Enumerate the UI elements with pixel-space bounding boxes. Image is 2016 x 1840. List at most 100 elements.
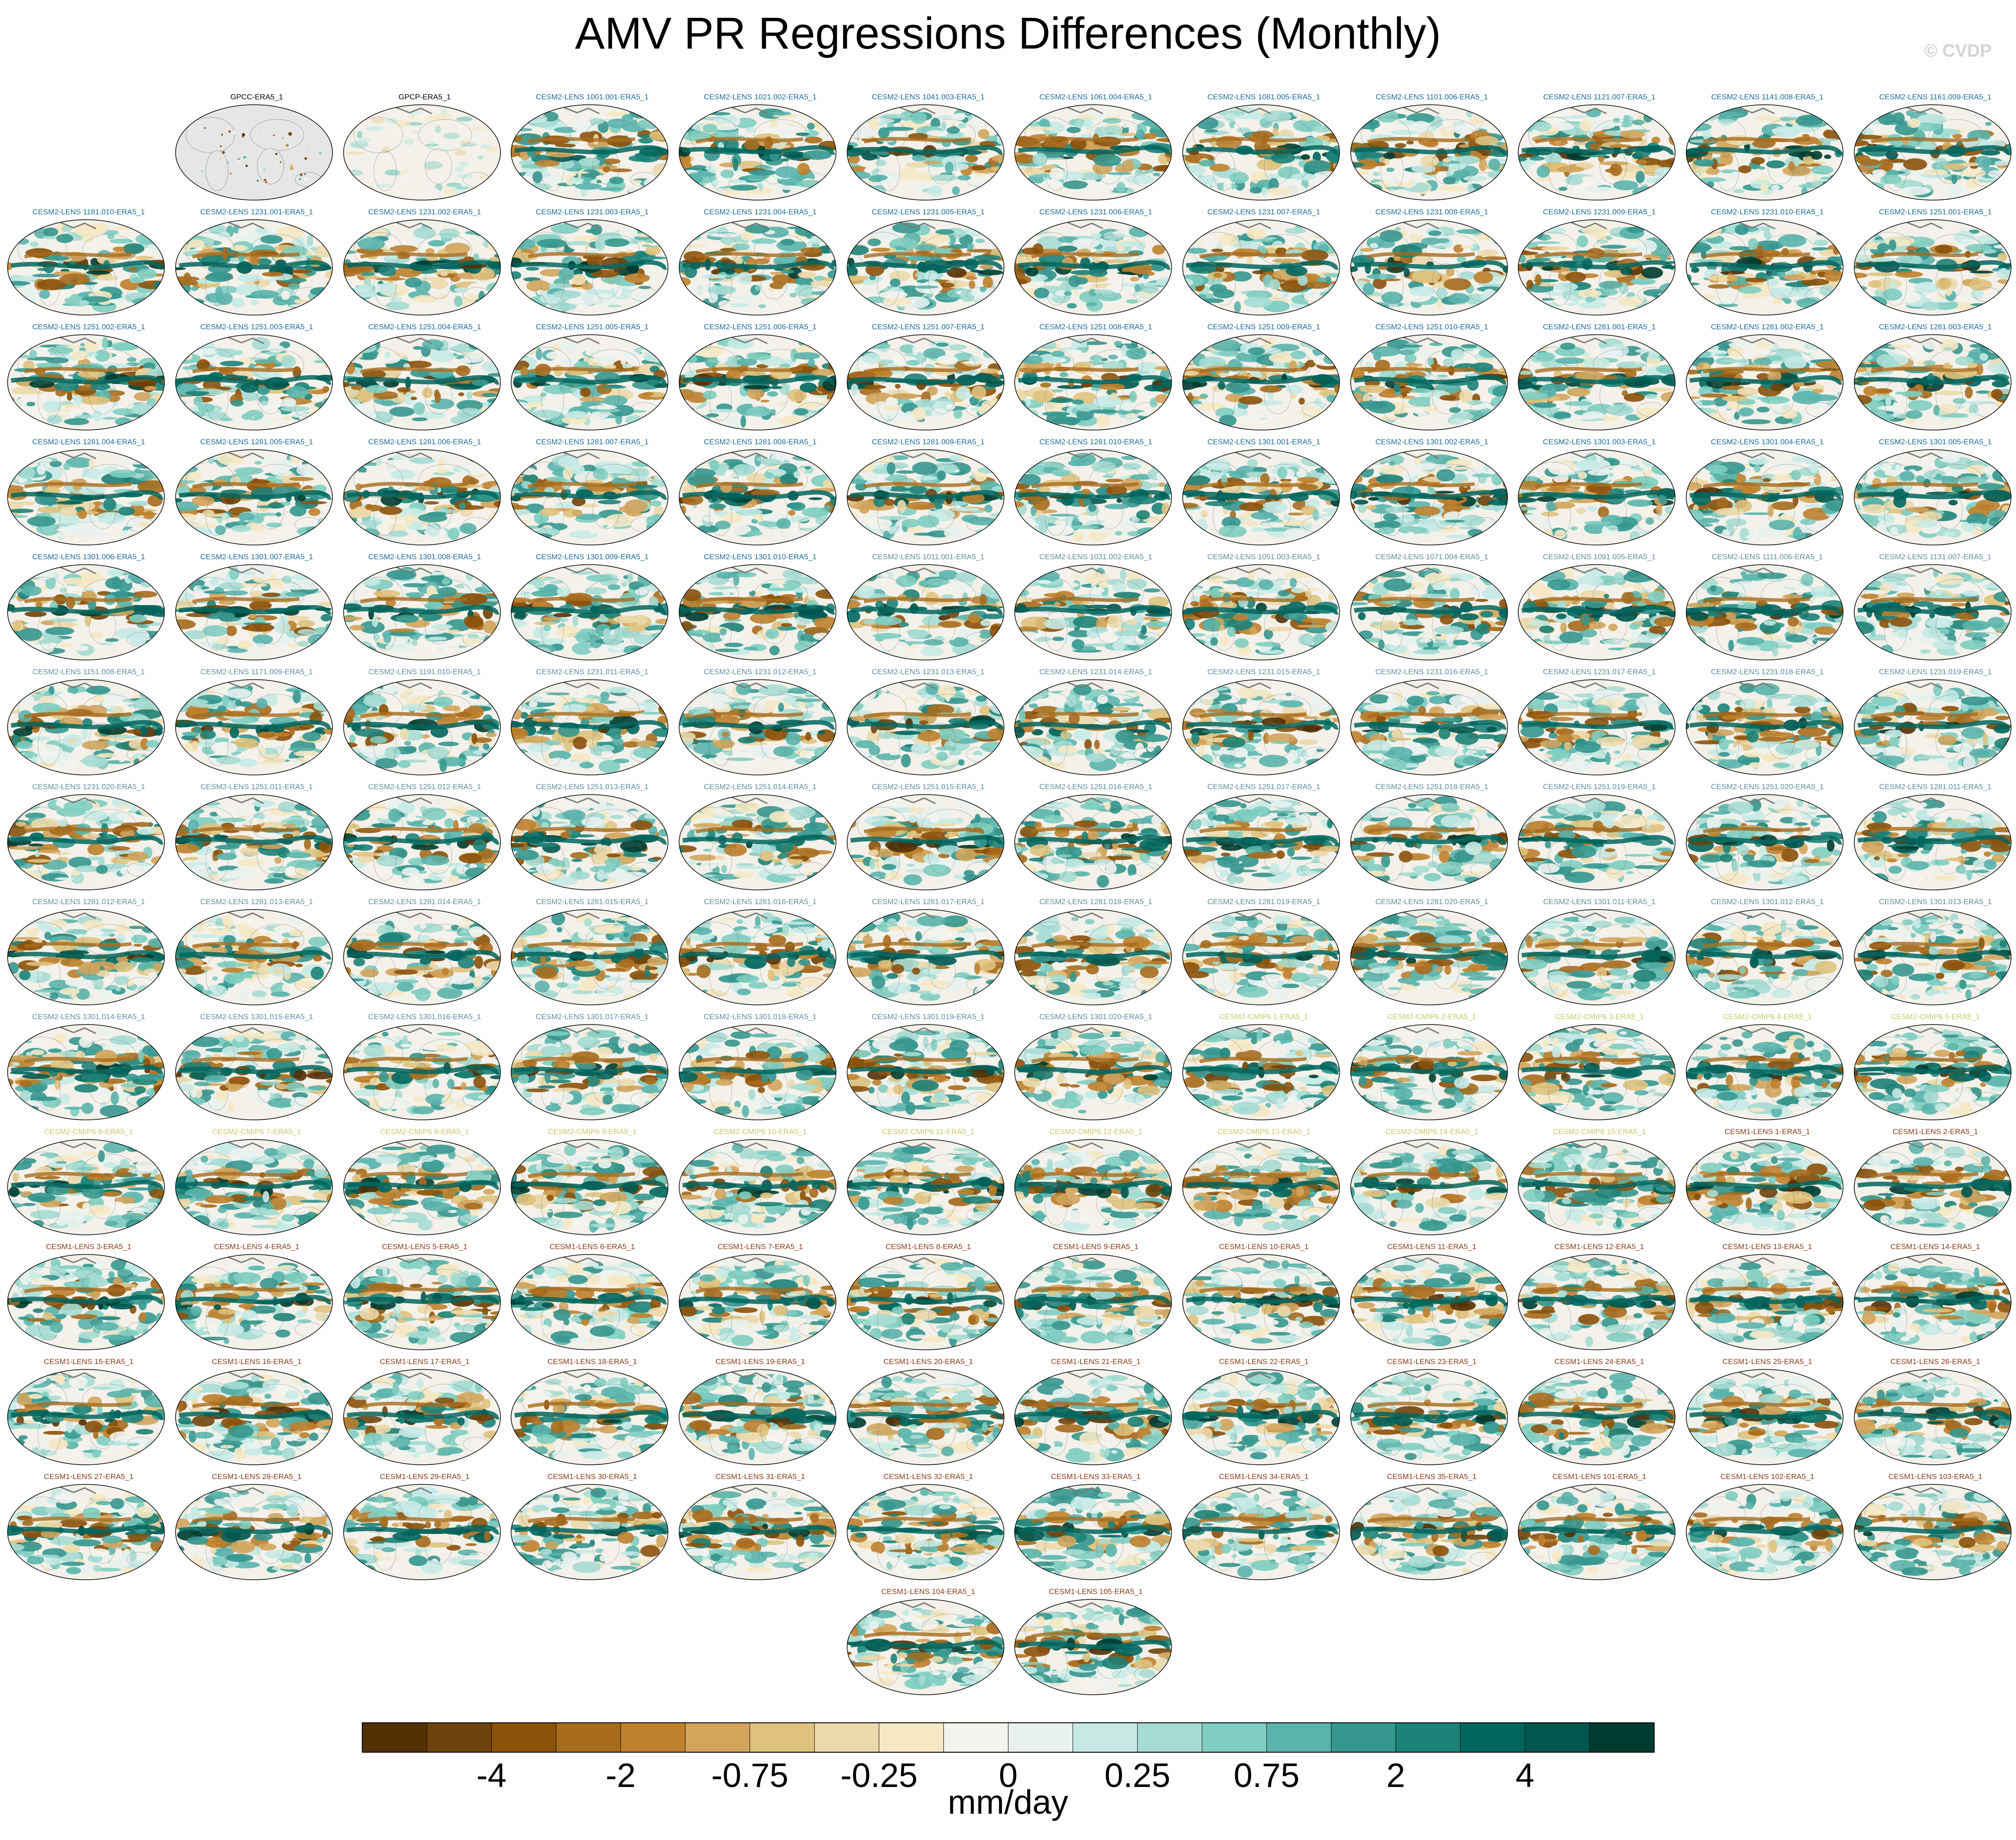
map-panel: CESM2-LENS 1231.012-ERA5_1 xyxy=(678,666,842,781)
panel-title: CESM2-LENS 1251.012-ERA5_1 xyxy=(343,781,507,793)
panel-title: CESM1-LENS 1-ERA5_1 xyxy=(1685,1126,1849,1138)
map-panel: CESM2-LENS 1281.005-ERA5_1 xyxy=(175,436,339,551)
global-map xyxy=(1686,1369,1844,1465)
panel-title: CESM2-LENS 1141.008-ERA5_1 xyxy=(1685,91,1849,103)
global-map xyxy=(343,679,501,775)
panel-title: CESM2-LENS 1281.016-ERA5_1 xyxy=(678,896,842,908)
colorbar-tick-label: -2 xyxy=(606,1757,636,1795)
map-panel: CESM2-LENS 1251.019-ERA5_1 xyxy=(1517,781,1681,896)
colorbar-tick-label: -4 xyxy=(476,1757,507,1795)
panel-title: CESM2-LENS 1301.015-ERA5_1 xyxy=(175,1011,339,1023)
panel-title: CESM2-LENS 1011.001-ERA5_1 xyxy=(846,551,1010,563)
map-panel: GPCP-ERA5_1 xyxy=(343,91,507,206)
map-panel: CESM2-LENS 1231.019-ERA5_1 xyxy=(1853,666,2016,781)
global-map xyxy=(1518,679,1676,775)
global-map xyxy=(343,909,501,1005)
panel-title: CESM1-LENS 19-ERA5_1 xyxy=(678,1356,842,1368)
global-map xyxy=(511,794,668,890)
global-map xyxy=(847,1599,1004,1695)
map-panel: CESM1-LENS 9-ERA5_1 xyxy=(1014,1241,1178,1356)
map-panel: CESM2-LENS 1231.009-ERA5_1 xyxy=(1517,206,1681,321)
global-map xyxy=(1854,1254,2012,1350)
map-panel: CESM2-LENS 1301.002-ERA5_1 xyxy=(1350,436,1514,551)
global-map xyxy=(1350,1369,1508,1465)
map-panel: CESM2-CMIP6 2-ERA5_1 xyxy=(1350,1011,1514,1126)
panel-title: CESM1-LENS 18-ERA5_1 xyxy=(510,1356,674,1368)
global-map xyxy=(1686,564,1844,660)
panel-title: CESM2-LENS 1231.009-ERA5_1 xyxy=(1517,206,1681,218)
global-map xyxy=(511,219,668,316)
global-map xyxy=(679,564,836,660)
map-panel: CESM2-CMIP6 14-ERA5_1 xyxy=(1350,1126,1514,1241)
global-map xyxy=(511,1139,668,1235)
global-map xyxy=(1014,1369,1172,1465)
global-map xyxy=(847,564,1004,660)
panel-title: CESM2-LENS 1301.003-ERA5_1 xyxy=(1517,436,1681,448)
panel-title: CESM2-LENS 1301.002-ERA5_1 xyxy=(1350,436,1514,448)
map-panel: CESM2-LENS 1281.003-ERA5_1 xyxy=(1853,321,2016,436)
global-map xyxy=(847,1484,1004,1580)
map-panel: CESM2-LENS 1281.007-ERA5_1 xyxy=(510,436,674,551)
global-map xyxy=(1182,564,1340,660)
global-map xyxy=(343,1139,501,1235)
panel-title: CESM2-LENS 1251.018-ERA5_1 xyxy=(1350,781,1514,793)
panel-title: CESM2-LENS 1231.015-ERA5_1 xyxy=(1182,666,1346,678)
global-map xyxy=(1686,794,1844,890)
cvdp-watermark: © CVDP xyxy=(1924,41,1992,61)
map-panel: CESM1-LENS 20-ERA5_1 xyxy=(846,1356,1010,1471)
global-map xyxy=(175,1139,333,1235)
global-map xyxy=(1854,679,2012,775)
global-map xyxy=(511,1024,668,1120)
panel-title: CESM2-LENS 1281.006-ERA5_1 xyxy=(343,436,507,448)
global-map xyxy=(1686,334,1844,430)
map-panel: CESM2-LENS 1281.015-ERA5_1 xyxy=(510,896,674,1011)
map-panel: CESM1-LENS 6-ERA5_1 xyxy=(510,1241,674,1356)
map-panel: CESM2-LENS 1231.006-ERA5_1 xyxy=(1014,206,1178,321)
panel-title: CESM1-LENS 11-ERA5_1 xyxy=(1350,1241,1514,1253)
map-panel: CESM2-LENS 1131.007-ERA5_1 xyxy=(1853,551,2016,666)
panel-title: CESM2-LENS 1231.014-ERA5_1 xyxy=(1014,666,1178,678)
colorbar-swatch xyxy=(1331,1723,1396,1752)
panel-title: CESM2-CMIP6 13-ERA5_1 xyxy=(1182,1126,1346,1138)
global-map xyxy=(1686,104,1844,201)
global-map xyxy=(1350,794,1508,890)
colorbar-units-label: mm/day xyxy=(0,1783,2016,1823)
global-map xyxy=(343,104,501,201)
panel-title: CESM2-LENS 1231.016-ERA5_1 xyxy=(1350,666,1514,678)
map-panel: CESM2-LENS 1281.013-ERA5_1 xyxy=(175,896,339,1011)
map-panel: CESM2-LENS 1251.014-ERA5_1 xyxy=(678,781,842,896)
panel-title: CESM1-LENS 9-ERA5_1 xyxy=(1014,1241,1178,1253)
map-panel: CESM2-LENS 1251.017-ERA5_1 xyxy=(1182,781,1346,896)
global-map xyxy=(1518,334,1676,430)
colorbar-tick-label: 0 xyxy=(999,1757,1017,1795)
panel-title: CESM2-LENS 1251.017-ERA5_1 xyxy=(1182,781,1346,793)
global-map xyxy=(1014,794,1172,890)
panel-title: CESM2-LENS 1281.012-ERA5_1 xyxy=(7,896,171,908)
global-map xyxy=(175,1024,333,1120)
map-panel: CESM2-LENS 1141.008-ERA5_1 xyxy=(1685,91,1849,206)
map-panel: CESM2-LENS 1281.017-ERA5_1 xyxy=(846,896,1010,1011)
global-map xyxy=(679,219,836,316)
global-map xyxy=(511,1254,668,1350)
map-panel: CESM2-LENS 1151.008-ERA5_1 xyxy=(7,666,171,781)
map-panel: CESM2-LENS 1231.001-ERA5_1 xyxy=(175,206,339,321)
panel-title: CESM2-LENS 1231.001-ERA5_1 xyxy=(175,206,339,218)
map-panel: CESM2-LENS 1231.002-ERA5_1 xyxy=(343,206,507,321)
map-panel: CESM1-LENS 8-ERA5_1 xyxy=(846,1241,1010,1356)
panel-title: CESM1-LENS 21-ERA5_1 xyxy=(1014,1356,1178,1368)
colorbar-swatch xyxy=(879,1723,944,1752)
global-map xyxy=(1518,909,1676,1005)
map-panel: CESM1-LENS 21-ERA5_1 xyxy=(1014,1356,1178,1471)
panel-title: CESM2-CMIP6 3-ERA5_1 xyxy=(1517,1011,1681,1023)
map-panel: CESM2-LENS 1251.011-ERA5_1 xyxy=(175,781,339,896)
map-panel: CESM2-LENS 1251.007-ERA5_1 xyxy=(846,321,1010,436)
panel-title: CESM2-LENS 1301.014-ERA5_1 xyxy=(7,1011,171,1023)
global-map xyxy=(1854,1139,2012,1235)
global-map xyxy=(1182,449,1340,545)
map-panel: CESM1-LENS 31-ERA5_1 xyxy=(678,1471,842,1586)
colorbar-swatch xyxy=(491,1723,557,1752)
map-panel: CESM2-LENS 1231.013-ERA5_1 xyxy=(846,666,1010,781)
panel-title: CESM2-LENS 1301.017-ERA5_1 xyxy=(510,1011,674,1023)
panel-title: CESM2-LENS 1031.002-ERA5_1 xyxy=(1014,551,1178,563)
